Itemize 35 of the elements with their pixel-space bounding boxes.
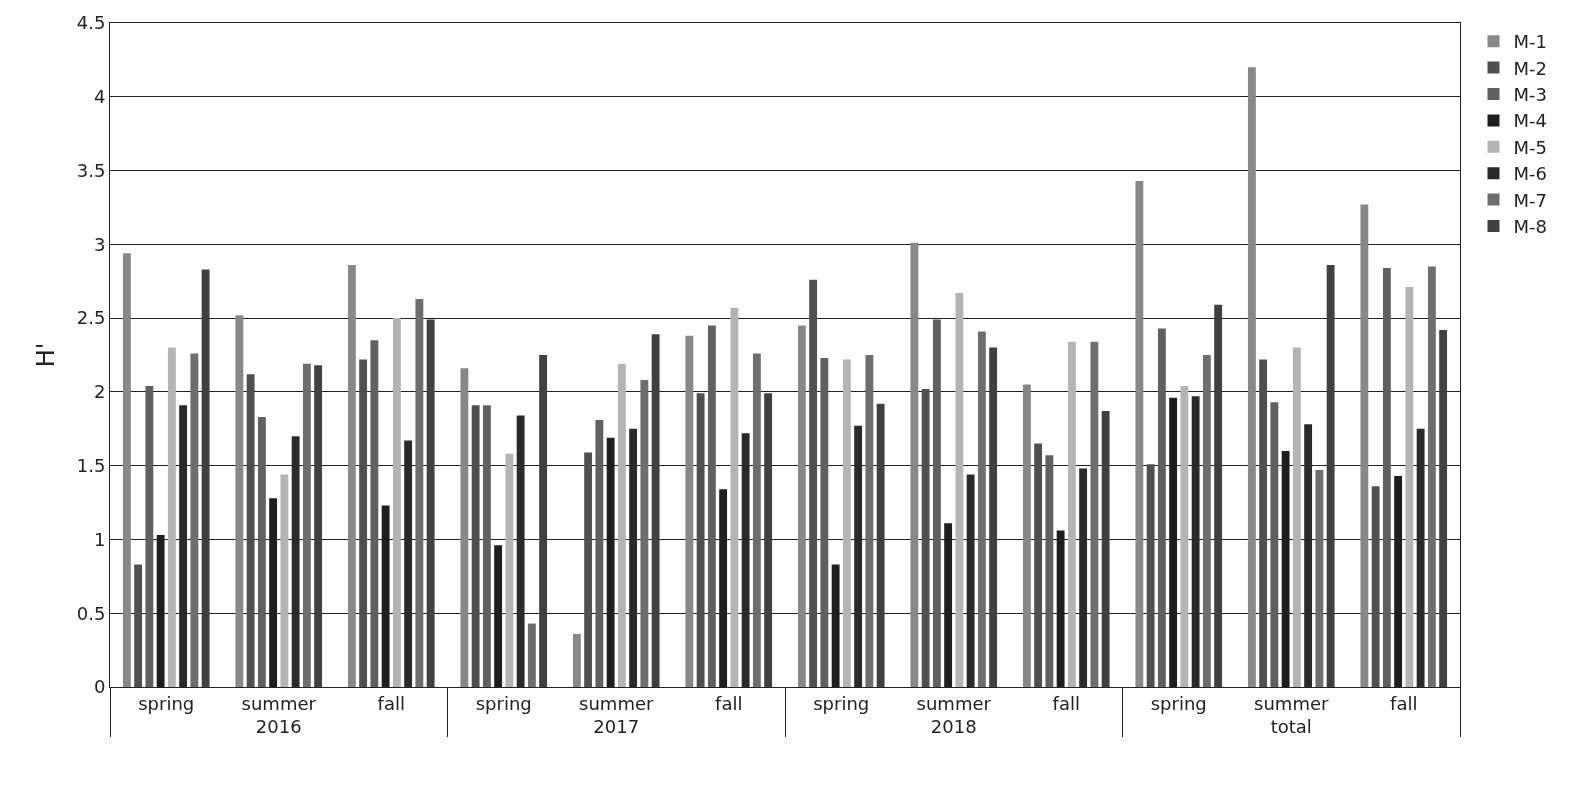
y-tick-label: 4	[93, 86, 106, 108]
legend-label: M-2	[1513, 57, 1547, 79]
y-tick-label: 2.5	[76, 307, 106, 329]
x-tick-label: spring	[138, 692, 195, 714]
y-tick-label: 4.5	[76, 12, 106, 34]
y-tick-label: 3	[93, 233, 106, 255]
text: 2018	[930, 715, 977, 737]
y-axis-title: H'	[31, 342, 60, 368]
x-tick-label: summer	[916, 692, 992, 714]
y-tick-label: 1	[93, 528, 106, 550]
legend-label: M-5	[1513, 136, 1547, 158]
legend-label: M-3	[1513, 84, 1547, 106]
x-tick-label: fall	[377, 692, 405, 714]
legend-label: M-4	[1513, 110, 1547, 132]
x-tick-label: spring	[1150, 692, 1207, 714]
text: 2017	[593, 715, 640, 737]
x-tick-label: summer	[579, 692, 655, 714]
legend-label: M-7	[1513, 189, 1547, 211]
y-tick-label: 2	[93, 381, 106, 403]
x-tick-label: spring	[475, 692, 532, 714]
legend-label: M-1	[1513, 31, 1547, 53]
x-tick-label: fall	[1052, 692, 1080, 714]
x-tick-label: spring	[813, 692, 870, 714]
x-tick-label: summer	[1254, 692, 1330, 714]
x-tick-label: summer	[241, 692, 317, 714]
x-tick-label: fall	[715, 692, 743, 714]
x-tick-label: fall	[1390, 692, 1418, 714]
y-tick-label: 0.5	[76, 602, 106, 624]
text: total	[1270, 715, 1312, 737]
y-tick-label: 3.5	[76, 159, 106, 181]
text: 2016	[255, 715, 302, 737]
y-tick-label: 0	[93, 676, 106, 698]
legend-label: M-8	[1513, 216, 1547, 238]
legend-label: M-6	[1513, 163, 1547, 185]
y-tick-label: 1.5	[76, 454, 106, 476]
